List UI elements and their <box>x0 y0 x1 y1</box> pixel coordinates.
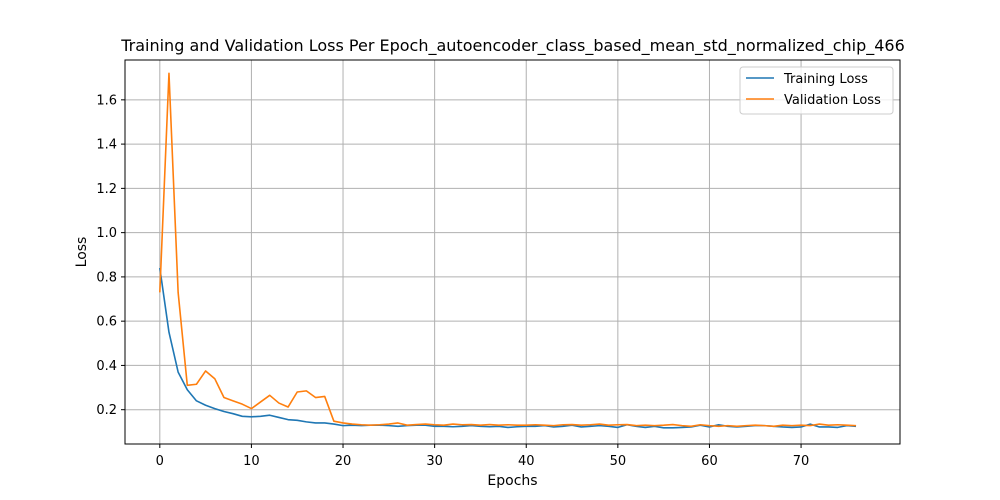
y-tick-label: 1.2 <box>96 182 117 197</box>
plot-frame <box>124 59 901 445</box>
y-tick-label: 1.6 <box>96 93 117 108</box>
y-tick-label: 0.6 <box>96 315 117 330</box>
y-tick-label: 0.2 <box>96 403 117 418</box>
x-tick-label: 10 <box>243 454 260 469</box>
x-tick-label: 50 <box>610 454 627 469</box>
legend-label-validation-loss: Validation Loss <box>784 93 881 108</box>
legend-label-training-loss: Training Loss <box>783 72 868 87</box>
x-tick-label: 60 <box>701 454 718 469</box>
x-axis-ticks: 0 10 20 30 40 50 60 70 <box>156 444 810 469</box>
y-tick-label: 1.4 <box>96 138 117 153</box>
y-tick-label: 0.4 <box>96 359 117 374</box>
y-axis-ticks: 0.2 0.4 0.6 0.8 1.0 1.2 1.4 1.6 <box>96 93 125 418</box>
grid <box>125 60 900 444</box>
series-line-validation-loss <box>159 72 857 428</box>
y-tick-label: 1.0 <box>96 226 117 241</box>
legend: Training Loss Validation Loss <box>739 66 894 115</box>
x-tick-label: 70 <box>793 454 810 469</box>
x-tick-label: 0 <box>156 454 164 469</box>
x-axis-label: Epochs <box>487 473 537 489</box>
chart-title: Training and Validation Loss Per Epoch_a… <box>120 36 905 56</box>
y-axis-label: Loss <box>74 237 90 268</box>
x-tick-label: 30 <box>426 454 443 469</box>
y-tick-label: 0.8 <box>96 270 117 285</box>
x-tick-label: 40 <box>518 454 535 469</box>
x-tick-label: 20 <box>335 454 352 469</box>
series-lines <box>159 72 857 429</box>
legend-box <box>739 66 894 115</box>
